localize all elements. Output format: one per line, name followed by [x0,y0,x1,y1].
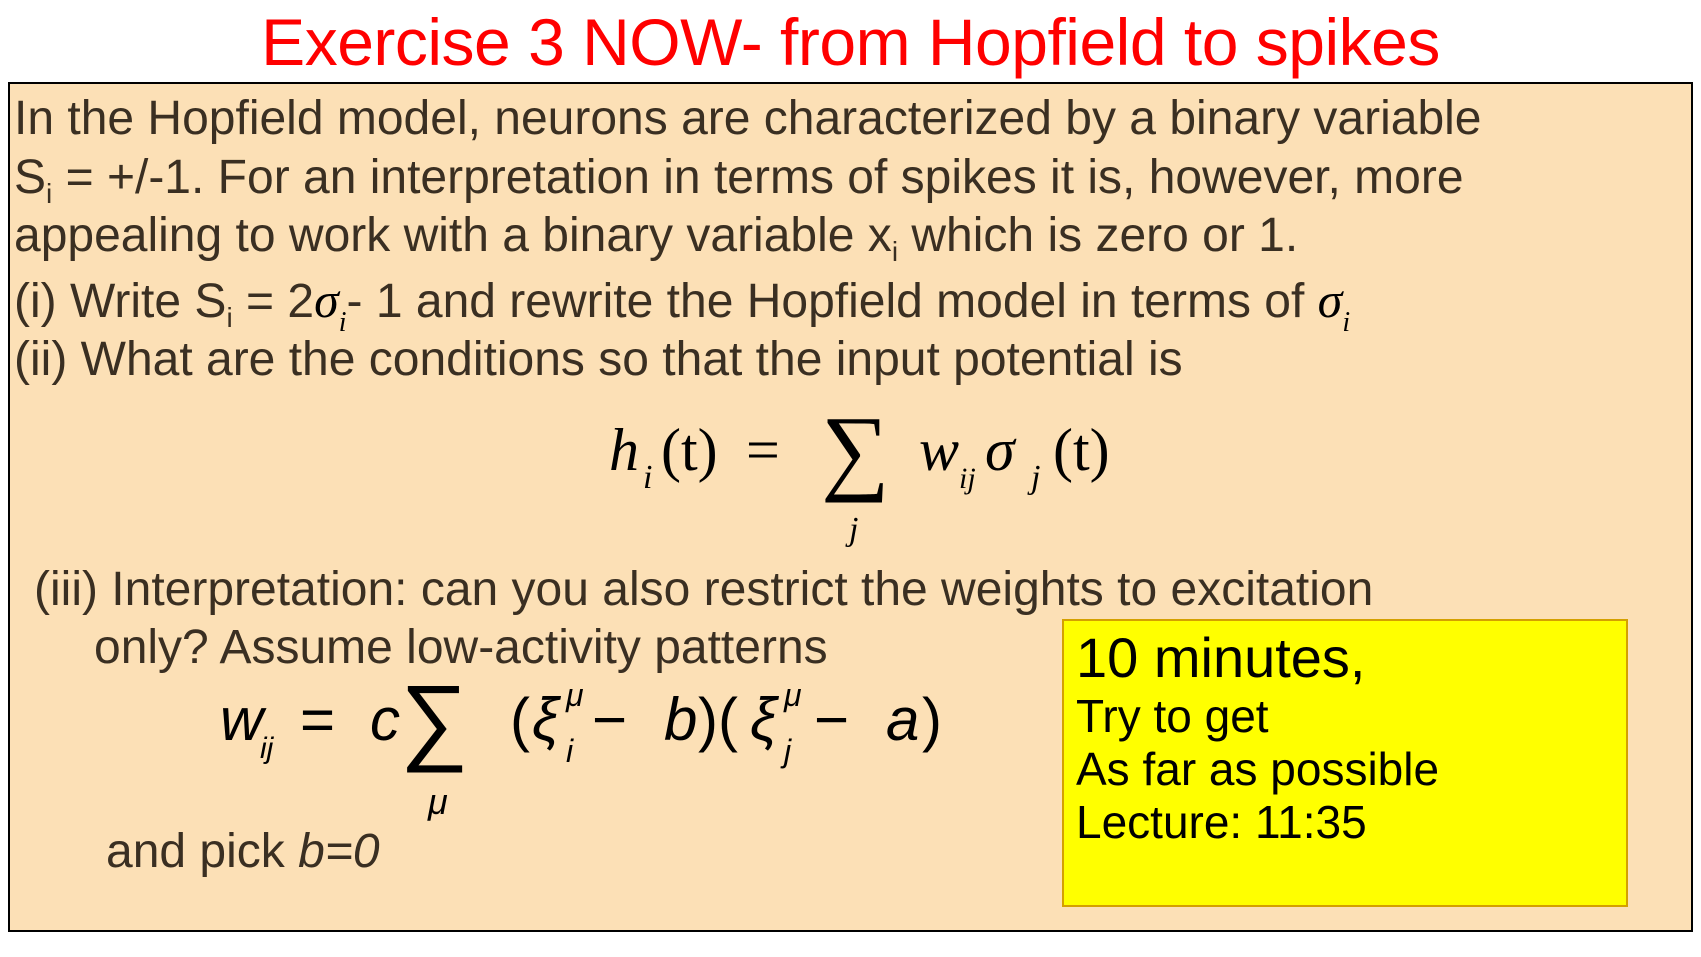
f1-i: i [643,459,652,496]
timer-box: 10 minutes, Try to get As far as possibl… [1062,619,1628,907]
pick-a: and pick [106,825,298,878]
item1-c: - 1 and rewrite the Hopfield model in te… [347,275,1318,328]
formula-wij: w ij = c ∑ μ ( ξ μ i − b )( ξ μ j − a ) [220,664,1000,829]
item1-tail-sub: i [1342,307,1350,338]
f2-close1: )( [698,686,738,753]
intro-Si-S: S [14,151,46,204]
f2-sup-mu2: μ [783,677,802,713]
timer-l1: Try to get [1076,690,1614,743]
item1-sub1: i [226,302,232,333]
f2-mu: μ [427,781,448,822]
f2-sub-i: i [566,733,574,769]
f1-ij: ij [959,462,976,495]
f2-c: c [370,686,400,753]
f2-open1: ( [510,686,530,753]
intro-line2: = +/-1. For an interpretation in terms o… [52,151,1463,204]
f2-b: b [664,686,697,753]
f1-eq: = [746,417,780,483]
f1-sigma: σ [985,417,1017,483]
intro-line3a: appealing to work with a binary variable… [14,209,892,262]
f1-w: w [919,417,959,483]
timer-big: 10 minutes, [1076,625,1614,690]
item3-l1: (iii) Interpretation: can you also restr… [34,563,1373,616]
f1-h: h [609,417,639,483]
f1-t2: (t) [1053,417,1110,483]
f2-sub-j: j [780,733,792,769]
item1-b: = 2 [233,275,314,328]
intro-line3b: which is zero or 1. [898,209,1298,262]
pick-line: and pick b=0 [106,824,380,879]
f2-eq: = [300,686,335,753]
f2-a: a [886,686,919,753]
exercise-box: In the Hopfield model, neurons are chara… [8,82,1693,932]
f1-t: (t) [661,417,718,483]
timer-l3: Lecture: 11:35 [1076,796,1614,849]
slide-title: Exercise 3 NOW- from Hopfield to spikes [0,0,1701,82]
f2-minus2: − [814,686,849,753]
f2-minus1: − [592,686,627,753]
f2-xi2: ξ [750,686,780,753]
intro-line1: In the Hopfield model, neurons are chara… [14,92,1482,145]
f2-sup-mu1: μ [565,677,584,713]
f2-ij: ij [260,732,275,765]
pick-b: b=0 [298,825,379,878]
item-ii: (ii) What are the conditions so that the… [14,331,1687,390]
item-i: (i) Write Si = 2σi- 1 and rewrite the Ho… [14,270,1687,332]
item1-sigma-sub: i [339,307,347,338]
f1-sum: ∑ [821,400,889,503]
item1-a: (i) Write S [14,275,226,328]
f1-j2: j [1027,459,1040,496]
item1-tail-sigma: σ [1318,272,1343,328]
f1-j: j [845,511,858,548]
intro-paragraph: In the Hopfield model, neurons are chara… [14,90,1687,266]
timer-l2: As far as possible [1076,743,1614,796]
f2-xi1: ξ [532,686,562,753]
intro-xi-sub: i [892,236,898,267]
item1-sigma: σ [314,272,339,328]
intro-Si-sub: i [46,178,52,209]
f2-close2: ) [922,686,942,753]
f2-sum: ∑ [400,666,468,773]
formula-hi: h i (t) = ∑ j w ij σ j (t) [14,400,1687,555]
